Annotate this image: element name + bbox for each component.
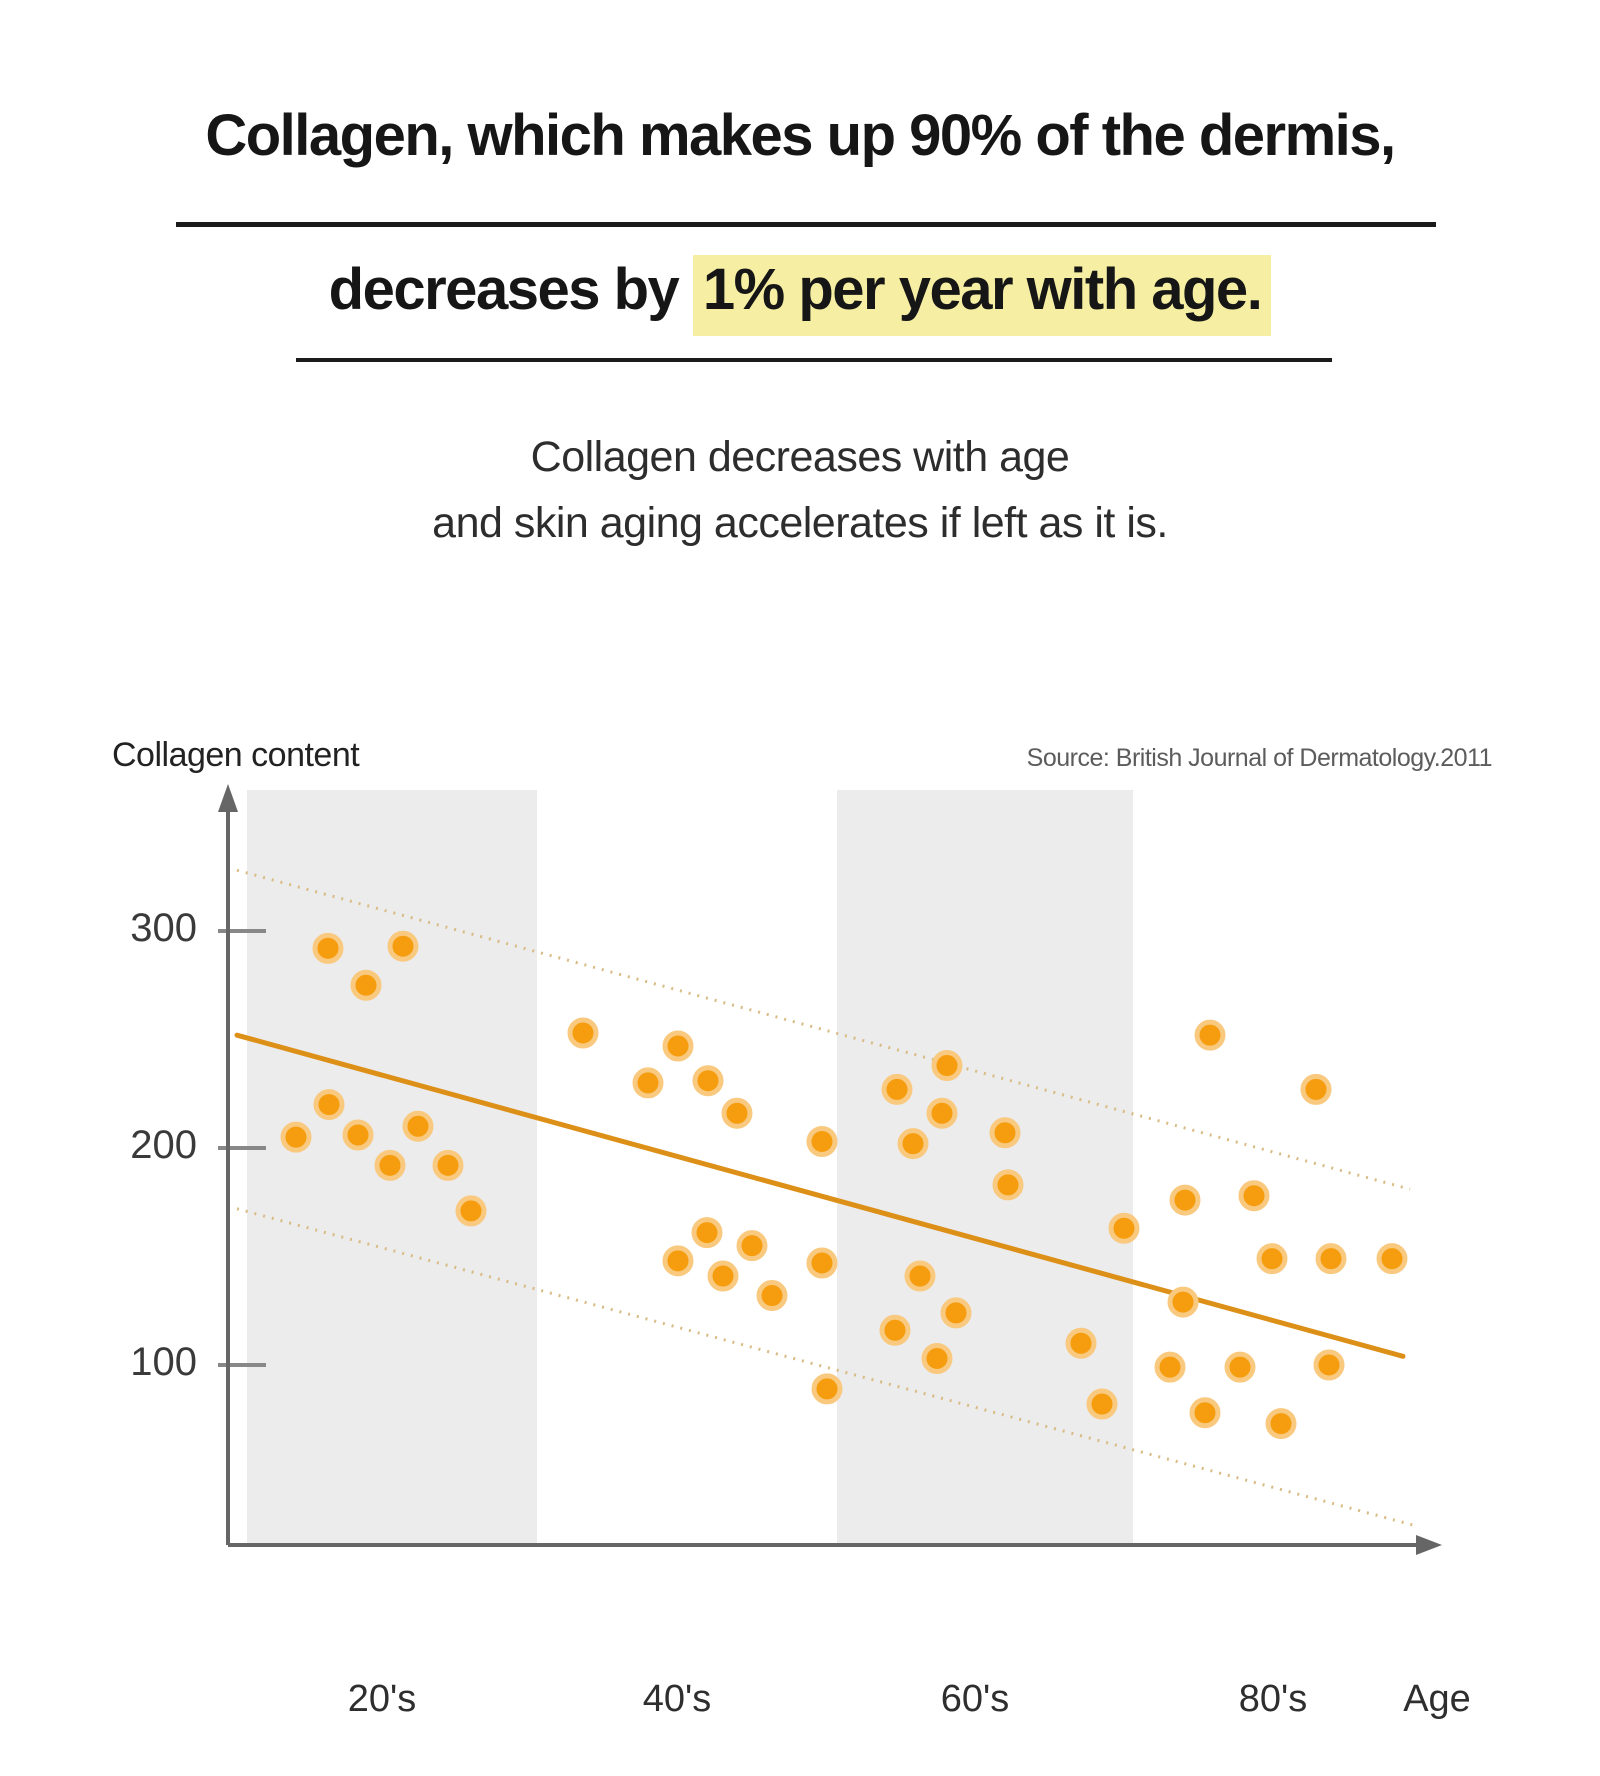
scatter-point-60's: [989, 1117, 1021, 1149]
scatter-point-80's: [1300, 1073, 1332, 1105]
x-tick-label-80s: 80's: [1238, 1678, 1308, 1720]
x-tick-label-20s: 20's: [347, 1678, 417, 1720]
source-note: Source: British Journal of Dermatology.2…: [1026, 744, 1493, 772]
scatter-point-80's: [1194, 1019, 1226, 1051]
y-axis-arrow-icon: [218, 784, 238, 812]
scatter-point-80's: [1154, 1351, 1186, 1383]
headline-divider-top: [176, 222, 1436, 227]
subtitle-line1: Collagen decreases with age: [530, 433, 1070, 481]
trend-line: [234, 1032, 1406, 1359]
scatter-point-20's: [455, 1195, 487, 1227]
scatter-point-40's: [806, 1247, 838, 1279]
x-axis-label-age: Age: [1403, 1678, 1471, 1720]
scatter-point-60's: [940, 1297, 972, 1329]
scatter-point-80's: [1238, 1180, 1270, 1212]
y-tick-label-300: 300: [130, 906, 197, 950]
scatter-point-80's: [1224, 1351, 1256, 1383]
scatter-point-60's: [1086, 1388, 1118, 1420]
y-tick-label-200: 200: [130, 1123, 197, 1167]
scatter-point-60's: [926, 1097, 958, 1129]
scatter-point-60's: [881, 1073, 913, 1105]
collagen-scatter-chart: [204, 780, 1448, 1570]
scatter-point-60's: [897, 1128, 929, 1160]
subtitle: Collagen decreases with age and skin agi…: [0, 424, 1600, 556]
scatter-point-40's: [811, 1373, 843, 1405]
scatter-point-40's: [692, 1065, 724, 1097]
scatter-point-80's: [1256, 1243, 1288, 1275]
scatter-point-20's: [280, 1121, 312, 1153]
scatter-point-80's: [1169, 1184, 1201, 1216]
scatter-point-20's: [402, 1110, 434, 1142]
scatter-point-40's: [691, 1217, 723, 1249]
scatter-point-80's: [1167, 1286, 1199, 1318]
scatter-point-40's: [567, 1017, 599, 1049]
y-axis-title: Collagen content: [112, 736, 360, 774]
scatter-point-40's: [756, 1280, 788, 1312]
scatter-point-40's: [707, 1260, 739, 1292]
scatter-point-40's: [662, 1245, 694, 1277]
scatter-point-80's: [1189, 1397, 1221, 1429]
scatter-point-80's: [1315, 1243, 1347, 1275]
x-axis-arrow-icon: [1416, 1535, 1442, 1555]
scatter-point-80's: [1376, 1243, 1408, 1275]
scatter-point-20's: [313, 1089, 345, 1121]
scatter-point-60's: [1108, 1212, 1140, 1244]
scatter-point-40's: [662, 1030, 694, 1062]
scatter-point-60's: [931, 1050, 963, 1082]
scatter-point-60's: [879, 1314, 911, 1346]
scatter-point-40's: [721, 1097, 753, 1129]
headline-highlight: 1% per year with age.: [692, 255, 1272, 336]
scatter-point-40's: [736, 1230, 768, 1262]
chart-canvas: [204, 784, 1442, 1555]
scatter-point-80's: [1265, 1408, 1297, 1440]
subtitle-line2: and skin aging accelerates if left as it…: [432, 499, 1168, 547]
x-tick-label-60s: 60's: [940, 1678, 1010, 1720]
scatter-point-60's: [904, 1260, 936, 1292]
headline-line2-prefix: decreases by: [328, 257, 693, 322]
scatter-point-20's: [342, 1119, 374, 1151]
scatter-point-40's: [632, 1067, 664, 1099]
headline-divider-bottom: [296, 358, 1332, 362]
scatter-point-60's: [992, 1169, 1024, 1201]
scatter-point-20's: [432, 1149, 464, 1181]
scatter-point-60's: [921, 1342, 953, 1374]
scatter-point-20's: [312, 932, 344, 964]
x-tick-label-40s: 40's: [642, 1678, 712, 1720]
headline-line2: decreases by 1% per year with age.: [0, 252, 1600, 336]
y-tick-label-100: 100: [130, 1340, 197, 1384]
headline-line1: Collagen, which makes up 90% of the derm…: [205, 103, 1396, 168]
scatter-point-20's: [374, 1149, 406, 1181]
decade-band-60's: [837, 790, 1133, 1545]
scatter-point-20's: [387, 930, 419, 962]
scatter-point-20's: [350, 969, 382, 1001]
scatter-point-80's: [1313, 1349, 1345, 1381]
scatter-point-40's: [806, 1125, 838, 1157]
scatter-point-60's: [1065, 1327, 1097, 1359]
